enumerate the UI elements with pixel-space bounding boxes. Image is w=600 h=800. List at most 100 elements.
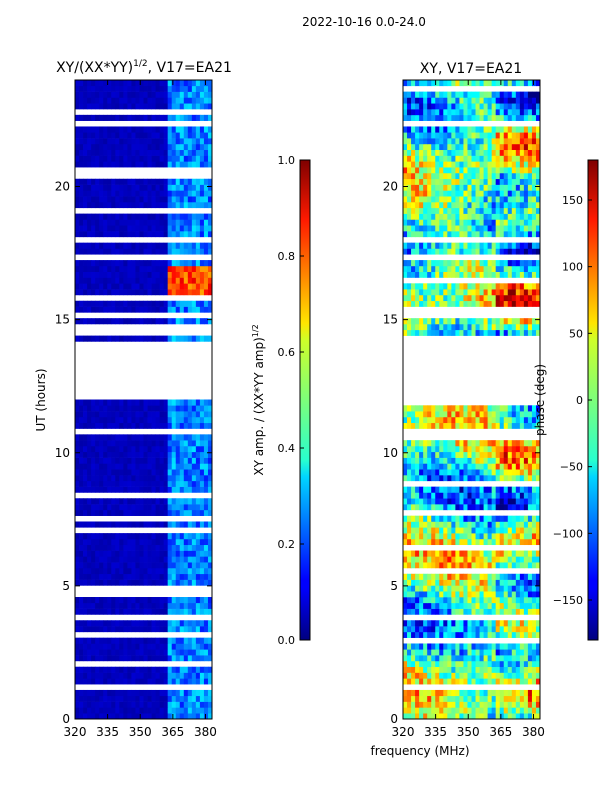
heatmap-cell [127, 486, 132, 493]
heatmap-cell [151, 486, 156, 493]
heatmap-cell [83, 666, 88, 673]
heatmap-cell [111, 463, 116, 470]
heatmap-cell [207, 277, 213, 284]
heatmap-cell [463, 445, 468, 453]
heatmap-cell [503, 620, 509, 627]
heatmap-cell [179, 184, 185, 191]
heatmap-cell [159, 509, 165, 516]
heatmap-cell [119, 213, 124, 220]
heatmap-cell [119, 509, 124, 516]
heatmap-cell [159, 138, 165, 145]
heatmap-cell [195, 422, 201, 429]
heatmap-cell [159, 213, 165, 220]
heatmap-cell [411, 323, 416, 331]
heatmap-cell [523, 608, 529, 615]
heatmap-cell [447, 498, 452, 505]
heatmap-cell [427, 672, 432, 679]
heatmap-cell [159, 504, 165, 511]
heatmap-cell [499, 190, 505, 197]
heatmap-cell [191, 538, 197, 546]
heatmap-cell [103, 469, 108, 476]
heatmap-cell [507, 271, 513, 278]
heatmap-cell [131, 260, 136, 267]
heatmap-cell [483, 225, 489, 232]
heatmap-cell [147, 597, 152, 604]
heatmap-cell [143, 434, 148, 441]
heatmap-cell [455, 469, 460, 476]
heatmap-cell [79, 550, 84, 557]
heatmap-cell [103, 649, 108, 656]
heatmap-cell [483, 318, 489, 325]
heatmap-cell [95, 562, 100, 569]
heatmap-cell [143, 538, 148, 546]
heatmap-cell [87, 445, 92, 453]
heatmap-cell [203, 318, 209, 325]
heatmap-cell [459, 649, 464, 656]
heatmap-cell [207, 689, 213, 697]
heatmap-cell [139, 626, 144, 633]
heatmap-cell [459, 631, 464, 638]
heatmap-cell [155, 260, 161, 267]
heatmap-cell [195, 701, 201, 708]
heatmap-cell [435, 655, 440, 662]
heatmap-cell [443, 620, 448, 627]
heatmap-cell [143, 190, 148, 197]
heatmap-cell [475, 672, 480, 679]
heatmap-cell [187, 637, 193, 644]
heatmap-cell [499, 469, 505, 476]
heatmap-cell [139, 289, 144, 296]
heatmap-cell [159, 567, 165, 575]
heatmap-cell [455, 713, 460, 720]
heatmap-cell [483, 515, 489, 522]
heatmap-cell [527, 538, 533, 546]
heatmap-cell [459, 602, 464, 609]
heatmap-cell [495, 527, 501, 534]
heatmap-cell [131, 597, 136, 604]
heatmap-cell [459, 445, 464, 453]
heatmap-cell [435, 294, 440, 302]
heatmap-cell [503, 672, 509, 679]
heatmap-cell [531, 533, 537, 540]
heatmap-cell [475, 260, 480, 267]
heatmap-cell [119, 550, 124, 557]
heatmap-cell [531, 405, 537, 412]
heatmap-cell [195, 666, 201, 673]
heatmap-cell [115, 672, 120, 679]
heatmap-cell [91, 504, 96, 511]
heatmap-cell [415, 265, 420, 272]
heatmap-cell [463, 672, 468, 679]
heatmap-cell [95, 689, 100, 697]
heatmap-cell [175, 602, 181, 609]
heatmap-cell [127, 399, 132, 406]
heatmap-cell [163, 451, 169, 458]
heatmap-cell [79, 242, 84, 249]
heatmap-cell [79, 678, 84, 685]
heatmap-cell [99, 231, 104, 238]
heatmap-cell [495, 463, 501, 470]
heatmap-cell [79, 225, 84, 232]
heatmap-cell [119, 138, 124, 145]
heatmap-cell [427, 631, 432, 638]
heatmap-cell [147, 97, 152, 104]
heatmap-cell [107, 91, 112, 98]
heatmap-cell [499, 626, 505, 633]
heatmap-cell [111, 190, 116, 197]
heatmap-cell [155, 678, 161, 685]
heatmap-cell [495, 597, 501, 604]
heatmap-cell [199, 97, 205, 104]
heatmap-cell [531, 672, 537, 679]
heatmap-cell [131, 602, 136, 609]
heatmap-cell [103, 335, 108, 342]
heatmap-cell [179, 602, 185, 609]
heatmap-cell [207, 422, 213, 429]
heatmap-cell [479, 579, 484, 586]
heatmap-cell [151, 451, 156, 458]
heatmap-cell [179, 225, 185, 232]
heatmap-cell [459, 504, 464, 511]
heatmap-cell [99, 277, 104, 284]
heatmap-cell [459, 515, 464, 522]
heatmap-cell [207, 219, 213, 226]
heatmap-cell [107, 265, 112, 272]
heatmap-cell [411, 289, 416, 296]
heatmap-cell [179, 335, 185, 342]
